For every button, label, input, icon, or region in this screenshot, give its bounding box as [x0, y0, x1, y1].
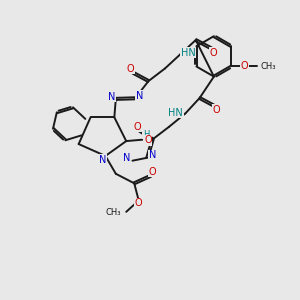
- Text: N: N: [149, 150, 156, 160]
- Text: O: O: [148, 167, 156, 177]
- Text: O: O: [241, 61, 249, 71]
- Text: N: N: [123, 153, 131, 163]
- Text: O: O: [212, 105, 220, 115]
- Text: O: O: [135, 199, 142, 208]
- Text: HN: HN: [168, 108, 183, 118]
- Text: HN: HN: [181, 47, 196, 58]
- Text: N: N: [108, 92, 115, 101]
- Text: O: O: [134, 122, 141, 131]
- Text: H: H: [143, 130, 149, 139]
- Text: N: N: [99, 154, 107, 164]
- Text: O: O: [127, 64, 134, 74]
- Text: CH₃: CH₃: [261, 62, 276, 71]
- Text: O: O: [144, 136, 152, 146]
- Text: N: N: [136, 91, 143, 101]
- Text: O: O: [210, 47, 218, 58]
- Text: CH₃: CH₃: [105, 208, 121, 217]
